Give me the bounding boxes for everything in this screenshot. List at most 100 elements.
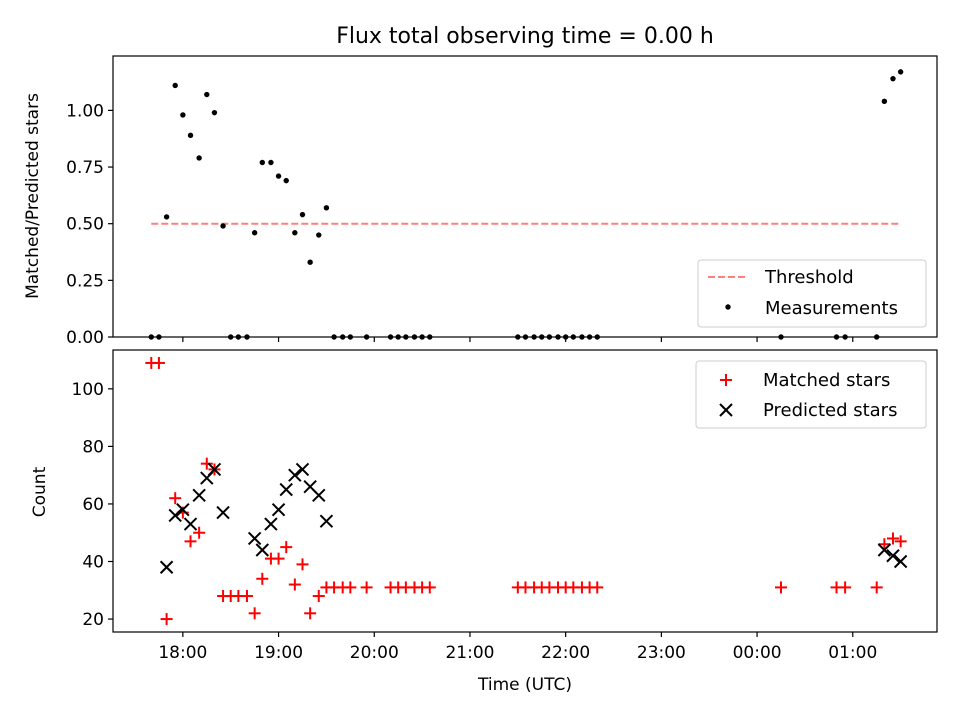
measurement-point: [316, 232, 322, 238]
matched-star-point: [280, 541, 293, 554]
count-y-tick-label: 100: [72, 380, 104, 400]
time-x-tick-label: 21:00: [445, 643, 494, 663]
predicted-star-point: [183, 517, 198, 531]
predicted-star-point: [176, 502, 190, 517]
ratio-x-axis-ticks: [182, 337, 854, 342]
matched-star-point: [360, 581, 373, 594]
matched-star-point: [248, 607, 261, 620]
measurement-point: [163, 214, 170, 220]
measurements-legend-label: Measurements: [765, 298, 898, 319]
matched-star-point: [304, 607, 317, 620]
measurement-point: [881, 98, 888, 105]
predicted-star-point: [877, 543, 892, 557]
time-x-axis-label: Time (UTC): [477, 675, 572, 695]
time-x-tick-label: 19:00: [254, 643, 303, 663]
matched-star-point: [200, 457, 213, 470]
measurement-point: [897, 69, 904, 75]
measurement-point: [180, 112, 186, 118]
count-y-tick-label: 80: [82, 437, 104, 457]
matched-legend-swatch: [720, 374, 732, 386]
measurement-point: [220, 223, 226, 229]
predicted-legend-swatch: [719, 403, 733, 417]
measurement-point: [204, 91, 210, 98]
measurement-point: [196, 155, 202, 161]
predicted-star-point: [216, 505, 230, 520]
count-legend: Matched stars Predicted stars: [695, 360, 927, 429]
matched-star-point: [878, 538, 891, 551]
predicted-star-point: [247, 531, 262, 546]
measurement-point: [323, 205, 330, 211]
count-y-tick-label: 40: [82, 553, 104, 573]
count-legend-box: [695, 360, 927, 429]
time-x-tick-label: 00:00: [733, 643, 782, 663]
ratio-y-tick-label: 1.00: [66, 101, 104, 121]
predicted-star-point: [168, 508, 182, 523]
ratio-legend-box: [697, 259, 927, 328]
predicted-star-point: [207, 462, 222, 477]
ratio-plot-frame: [112, 55, 938, 338]
matched-star-point: [296, 558, 309, 571]
measurement-point: [292, 230, 298, 236]
time-x-tick-label: 20:00: [350, 643, 399, 663]
predicted-star-point: [295, 462, 310, 477]
matched-star-point: [288, 578, 301, 591]
measurement-point: [299, 211, 306, 218]
measurement-point: [275, 173, 282, 179]
count-y-axis-ticks: 20 40 60 80 100: [72, 380, 113, 630]
count-panel: 20 40 60 80 100 18:00 19:00 20:00 21:00 22:00 23:…: [30, 349, 938, 695]
ratio-y-axis-label: Matched/Predicted stars: [23, 93, 43, 299]
matched-star-point: [423, 581, 436, 594]
predicted-star-point: [264, 517, 278, 531]
count-x-axis-ticks: 18:00 19:00 20:00 21:00 22:00 23:00 00:00 01:00: [158, 632, 877, 663]
matched-star-point: [184, 535, 197, 548]
time-x-tick-label: 01:00: [828, 643, 877, 663]
predicted-star-point: [279, 482, 293, 497]
matched-star-point: [870, 581, 883, 594]
measurements-legend-swatch: [725, 304, 731, 310]
matched-star-point: [152, 356, 165, 369]
predicted-star-point: [159, 560, 174, 574]
matched-star-point: [775, 581, 788, 594]
predicted-star-point: [288, 468, 302, 482]
predicted-star-points: [159, 462, 908, 574]
measurement-point: [890, 75, 896, 82]
predicted-star-point: [312, 488, 326, 503]
count-y-tick-label: 20: [82, 610, 104, 630]
matched-star-point: [160, 613, 173, 626]
matched-star-point: [344, 581, 357, 594]
time-x-tick-label: 23:00: [637, 643, 686, 663]
measurement-point: [211, 109, 218, 116]
matched-star-point: [839, 581, 852, 594]
ratio-y-tick-label: 0.00: [66, 328, 104, 348]
matched-star-point: [894, 535, 907, 548]
predicted-star-point: [893, 554, 908, 569]
figure-title: Flux total observing time = 0.00 h: [336, 24, 714, 49]
predicted-star-point: [319, 514, 334, 528]
matched-star-point: [312, 590, 325, 603]
matched-star-point: [886, 532, 899, 545]
matched-star-point: [193, 526, 206, 539]
ratio-y-tick-label: 0.75: [66, 158, 104, 178]
matched-star-points: [145, 356, 907, 626]
matched-star-point: [272, 552, 285, 565]
matched-legend-label: Matched stars: [763, 370, 890, 391]
count-y-tick-label: 60: [82, 495, 104, 515]
measurement-point: [187, 132, 194, 139]
measurement-point: [259, 159, 265, 166]
predicted-star-point: [255, 543, 270, 557]
threshold-legend-label: Threshold: [764, 267, 854, 288]
measurement-point: [172, 82, 178, 89]
ratio-y-tick-label: 0.50: [66, 215, 104, 235]
ratio-panel: 0.00 0.25 0.50 0.75 1.00 Matched/Predicted s…: [23, 55, 938, 348]
ratio-legend: Threshold Measurements: [697, 259, 927, 328]
matched-star-point: [591, 581, 604, 594]
measurement-point: [307, 259, 313, 265]
count-plot-frame: [112, 349, 938, 633]
measurement-point: [283, 177, 289, 184]
matched-star-point: [169, 492, 182, 505]
matched-star-point: [240, 590, 253, 603]
predicted-star-point: [192, 488, 206, 503]
matched-star-point: [256, 572, 269, 585]
predicted-star-point: [886, 549, 900, 563]
